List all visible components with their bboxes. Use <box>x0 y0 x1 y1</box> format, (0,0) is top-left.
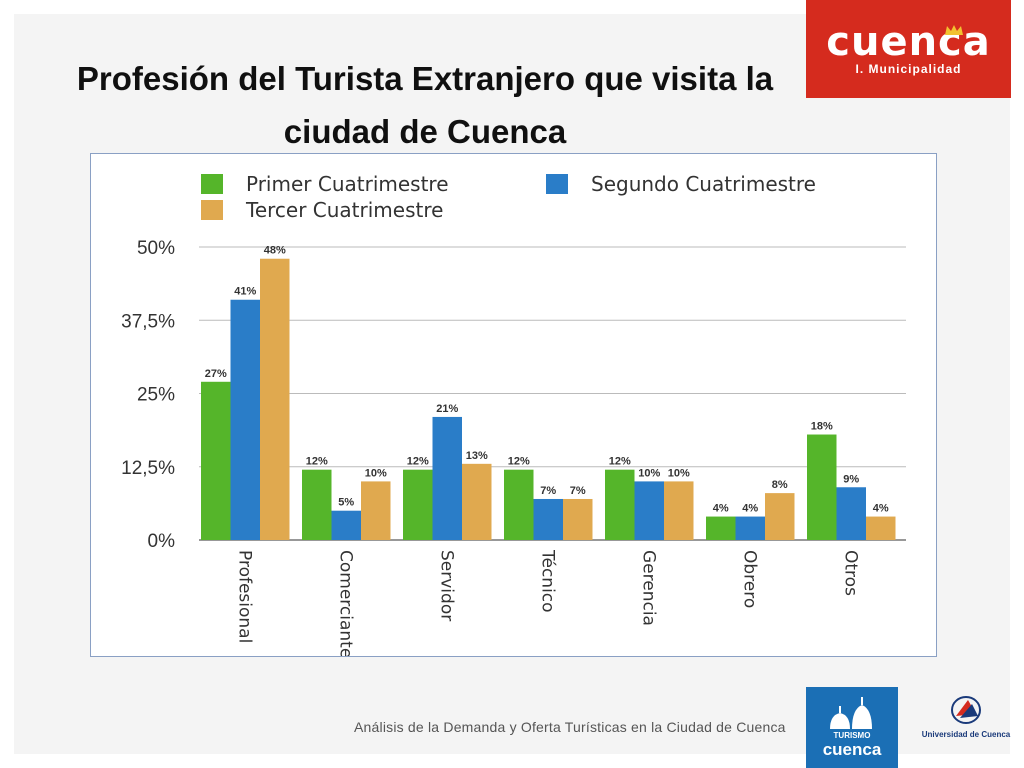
legend-label: Segundo Cuatrimestre <box>591 172 816 196</box>
university-emblem-icon <box>951 696 981 724</box>
y-tick-label: 37,5% <box>121 311 175 332</box>
bar <box>664 481 694 540</box>
bar <box>634 481 664 540</box>
x-category-label: Otros <box>840 550 860 596</box>
turismo-cuenca-logo: TURISMO cuenca <box>806 687 898 768</box>
bar <box>836 487 866 540</box>
bar <box>230 299 260 540</box>
bar-data-label: 4% <box>713 503 729 515</box>
bar-data-label: 41% <box>234 286 256 298</box>
bar <box>563 498 593 540</box>
legend-swatch <box>201 200 223 220</box>
legend-label: Tercer Cuatrimestre <box>245 198 443 222</box>
bar-data-label: 12% <box>407 456 429 468</box>
cuenca-municipality-logo: cuenca I. Municipalidad <box>806 0 1011 98</box>
bar-chart: 0% 12,5% 25% 37,5% 50% Primer Cuatrimestre Seg… <box>121 172 906 656</box>
bar-data-label: 5% <box>338 497 354 509</box>
bar-data-label: 9% <box>843 473 859 485</box>
bar <box>866 516 896 540</box>
bar-data-label: 12% <box>609 456 631 468</box>
bar <box>403 469 433 540</box>
bar-data-label: 12% <box>306 456 328 468</box>
y-tick-label: 25% <box>137 385 175 406</box>
bar <box>331 510 361 540</box>
bar <box>432 416 462 540</box>
x-category-label: Gerencia <box>638 550 658 626</box>
x-category-label: Comerciante <box>335 550 355 656</box>
bar <box>462 463 492 540</box>
bar <box>706 516 736 540</box>
bar-data-label: 27% <box>205 368 227 380</box>
bar <box>735 516 765 540</box>
cuenca-logo-word: cuenca <box>826 19 991 65</box>
bar <box>302 469 332 540</box>
bar-data-label: 8% <box>772 479 788 491</box>
x-category-label: Obrero <box>739 550 759 608</box>
bar-data-label: 12% <box>508 456 530 468</box>
x-category-label: Profesional <box>234 550 254 643</box>
bar-data-label: 7% <box>570 485 586 497</box>
universidad-cuenca-logo: Universidad de Cuenca <box>920 690 1012 750</box>
legend-swatch <box>546 174 568 194</box>
bar <box>260 258 290 540</box>
bar <box>533 498 563 540</box>
bar <box>201 381 231 540</box>
bar <box>765 493 795 540</box>
turismo-label: TURISMO <box>833 731 871 740</box>
bar-data-label: 18% <box>811 421 833 433</box>
bar-data-label: 10% <box>638 467 660 479</box>
turismo-city: cuenca <box>822 740 882 759</box>
y-tick-label: 50% <box>137 238 175 259</box>
legend-label: Primer Cuatrimestre <box>246 172 449 196</box>
cuenca-logo-subtitle: I. Municipalidad <box>855 62 962 76</box>
cathedral-domes-icon <box>830 697 872 729</box>
bar-data-label: 10% <box>668 467 690 479</box>
legend-swatch <box>201 174 223 194</box>
crown-icon <box>945 25 963 35</box>
footer-caption: Análisis de la Demanda y Oferta Turístic… <box>354 719 786 735</box>
bar <box>361 481 391 540</box>
slide-title: Profesión del Turista Extranjero que vis… <box>76 60 774 151</box>
y-tick-label: 0% <box>148 531 176 552</box>
bar-data-label: 13% <box>466 450 488 462</box>
x-category-label: Técnico <box>537 549 557 613</box>
bar-data-label: 4% <box>742 503 758 515</box>
bar <box>504 469 534 540</box>
bar-data-label: 21% <box>436 403 458 415</box>
x-category-label: Servidor <box>436 550 456 621</box>
bar-data-label: 48% <box>264 245 286 257</box>
bar <box>807 434 837 540</box>
bar <box>605 469 635 540</box>
y-tick-label: 12,5% <box>121 458 175 479</box>
bar-data-label: 7% <box>540 485 556 497</box>
university-label: Universidad de Cuenca <box>921 730 1011 739</box>
chart-frame: 0% 12,5% 25% 37,5% 50% Primer Cuatrimestre Seg… <box>90 153 937 657</box>
bar-data-label: 10% <box>365 467 387 479</box>
bar-data-label: 4% <box>873 503 889 515</box>
